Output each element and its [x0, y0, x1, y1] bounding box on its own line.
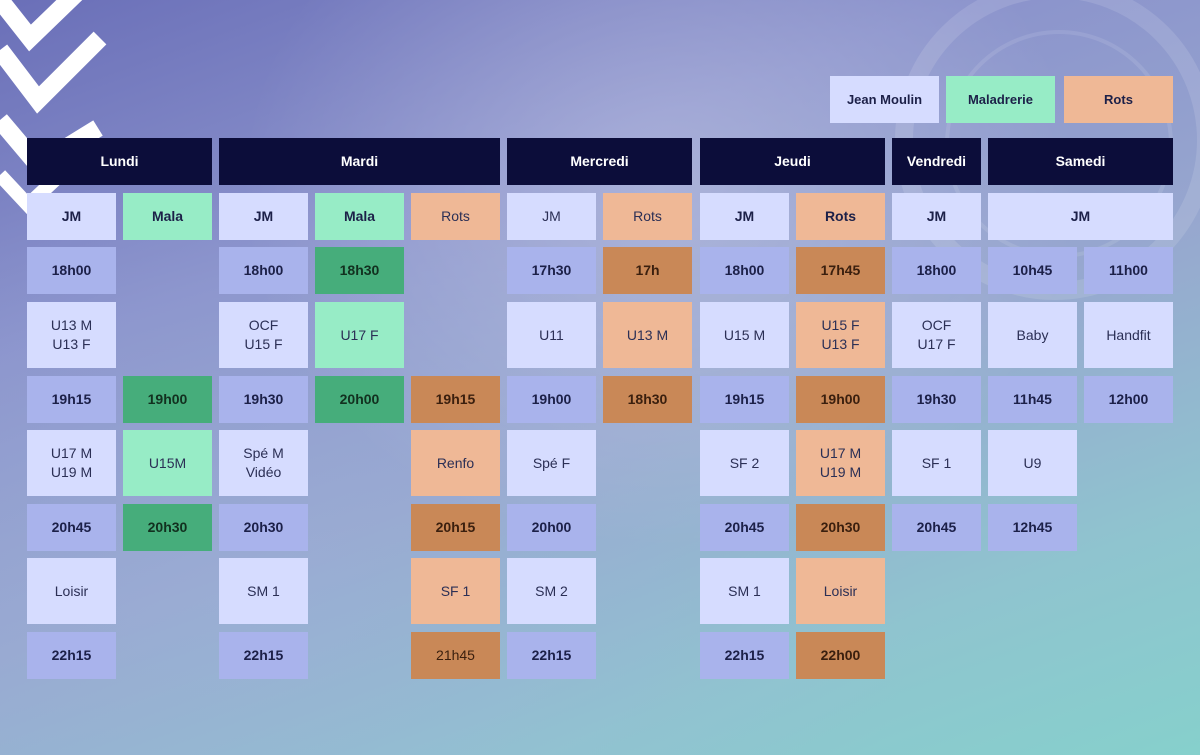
slot-time: 20h30 [796, 504, 885, 551]
slot-team: SF 2 [700, 430, 789, 496]
slot-team: SM 2 [507, 558, 596, 624]
slot-time: 19h00 [123, 376, 212, 423]
slot-time: 19h15 [27, 376, 116, 423]
slot-team: Loisir [796, 558, 885, 624]
slot-time: 18h00 [700, 247, 789, 294]
slot-time: 19h30 [892, 376, 981, 423]
slot-time: 18h00 [892, 247, 981, 294]
slot-time: 18h00 [27, 247, 116, 294]
venue-mardi-rots: Rots [411, 193, 500, 240]
venue-lundi-jm: JM [27, 193, 116, 240]
slot-team: Spé M Vidéo [219, 430, 308, 496]
slot-team: U17 M U19 M [27, 430, 116, 496]
day-header-mercredi: Mercredi [507, 138, 692, 185]
slot-time: 20h00 [315, 376, 404, 423]
day-header-samedi: Samedi [988, 138, 1173, 185]
slot-time: 22h15 [700, 632, 789, 679]
slot-team: U15 F U13 F [796, 302, 885, 368]
slot-time: 22h15 [219, 632, 308, 679]
slot-time: 19h15 [411, 376, 500, 423]
slot-time: 18h00 [219, 247, 308, 294]
slot-time: 17h45 [796, 247, 885, 294]
legend-rots: Rots [1064, 76, 1173, 123]
slot-team: U15 M [700, 302, 789, 368]
slot-time: 20h45 [892, 504, 981, 551]
slot-time: 19h15 [700, 376, 789, 423]
slot-time: 19h30 [219, 376, 308, 423]
legend-maladrerie: Maladrerie [946, 76, 1055, 123]
venue-samedi-jm: JM [988, 193, 1173, 240]
venue-jeudi-jm: JM [700, 193, 789, 240]
slot-team: Handfit [1084, 302, 1173, 368]
slot-time: 20h30 [219, 504, 308, 551]
slot-team: Spé F [507, 430, 596, 496]
slot-time: 20h30 [123, 504, 212, 551]
venue-mercredi-jm: JM [507, 193, 596, 240]
venue-mardi-jm: JM [219, 193, 308, 240]
venue-jeudi-rots: Rots [796, 193, 885, 240]
slot-time: 22h15 [507, 632, 596, 679]
slot-team: U15M [123, 430, 212, 496]
day-header-vendredi: Vendredi [892, 138, 981, 185]
slot-time: 20h45 [27, 504, 116, 551]
slot-team: SF 1 [411, 558, 500, 624]
slot-time: 10h45 [988, 247, 1077, 294]
slot-time: 19h00 [796, 376, 885, 423]
slot-team: Renfo [411, 430, 500, 496]
slot-time: 22h15 [27, 632, 116, 679]
venue-mercredi-rots: Rots [603, 193, 692, 240]
slot-time: 12h00 [1084, 376, 1173, 423]
slot-team: Baby [988, 302, 1077, 368]
slot-time: 19h00 [507, 376, 596, 423]
slot-time: 22h00 [796, 632, 885, 679]
slot-time: 12h45 [988, 504, 1077, 551]
slot-team: OCF U17 F [892, 302, 981, 368]
venue-vendredi-jm: JM [892, 193, 981, 240]
slot-time: 17h30 [507, 247, 596, 294]
slot-team: U17 F [315, 302, 404, 368]
slot-team: U13 M [603, 302, 692, 368]
slot-team: Loisir [27, 558, 116, 624]
slot-time: 18h30 [603, 376, 692, 423]
slot-time: 18h30 [315, 247, 404, 294]
slot-team: U13 M U13 F [27, 302, 116, 368]
slot-team: SM 1 [219, 558, 308, 624]
day-header-jeudi: Jeudi [700, 138, 885, 185]
slot-time: 11h45 [988, 376, 1077, 423]
slot-team: U17 M U19 M [796, 430, 885, 496]
slot-team: SF 1 [892, 430, 981, 496]
slot-team: OCF U15 F [219, 302, 308, 368]
legend-jean-moulin: Jean Moulin [830, 76, 939, 123]
day-header-lundi: Lundi [27, 138, 212, 185]
day-header-mardi: Mardi [219, 138, 500, 185]
slot-team: SM 1 [700, 558, 789, 624]
slot-time: 21h45 [411, 632, 500, 679]
slot-time: 20h15 [411, 504, 500, 551]
slot-time: 20h00 [507, 504, 596, 551]
venue-mardi-mala: Mala [315, 193, 404, 240]
venue-lundi-mala: Mala [123, 193, 212, 240]
slot-team: U9 [988, 430, 1077, 496]
slot-team: U11 [507, 302, 596, 368]
slot-time: 11h00 [1084, 247, 1173, 294]
slot-time: 17h [603, 247, 692, 294]
slot-time: 20h45 [700, 504, 789, 551]
